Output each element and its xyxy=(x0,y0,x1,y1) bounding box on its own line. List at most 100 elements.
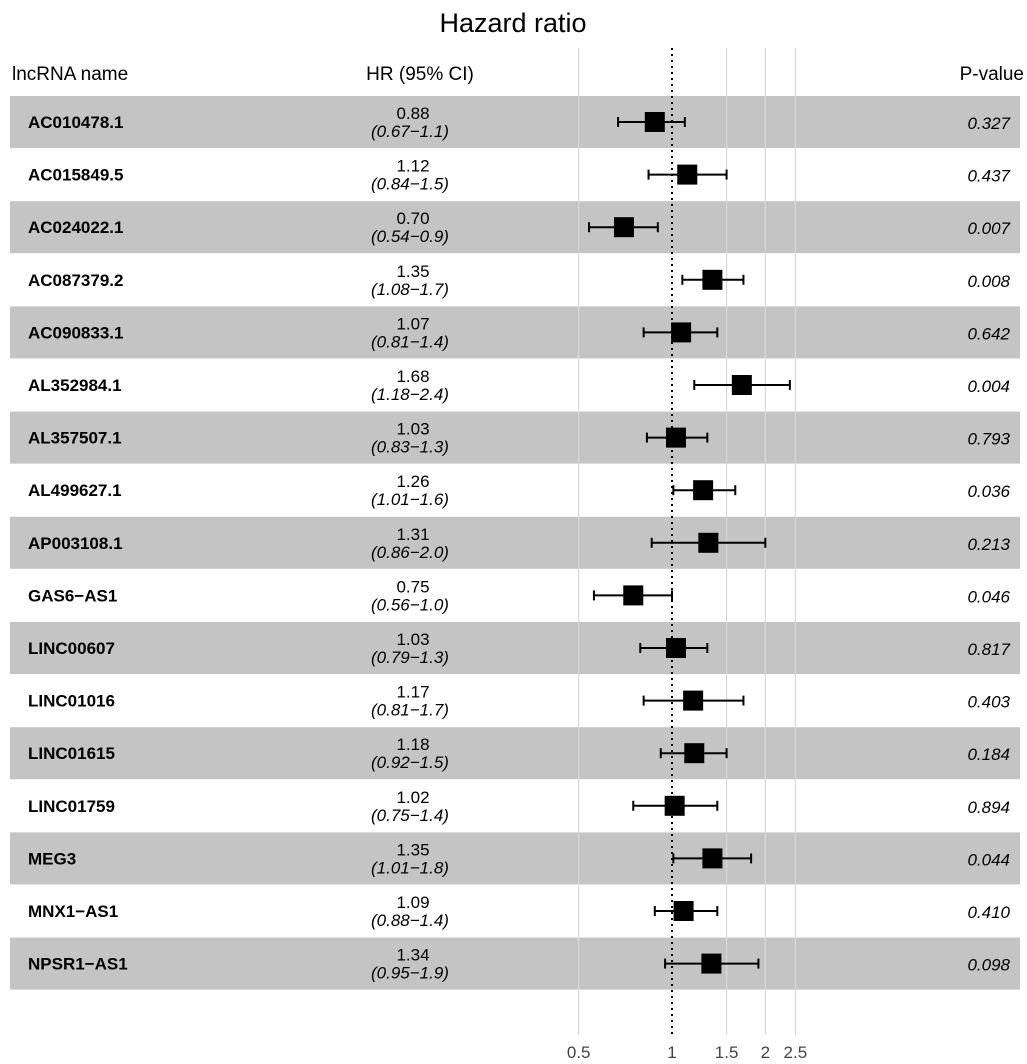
lncrna-name: AP003108.1 xyxy=(28,534,123,553)
lncrna-name: LINC01759 xyxy=(28,797,115,816)
p-value: 0.894 xyxy=(967,798,1010,817)
p-value: 0.410 xyxy=(967,903,1010,922)
ci-value: (0.54−0.9) xyxy=(371,227,449,246)
ci-value: (0.79−1.3) xyxy=(371,648,449,667)
lncrna-name: AC024022.1 xyxy=(28,218,123,237)
column-header-p-value: P-value xyxy=(960,64,1024,85)
lncrna-name: AL352984.1 xyxy=(28,376,122,395)
hr-value: 1.35 xyxy=(396,840,429,859)
ci-value: (0.83−1.3) xyxy=(371,438,449,457)
row-stripe xyxy=(10,411,1020,464)
lncrna-name: AL499627.1 xyxy=(28,481,122,500)
row-stripe xyxy=(10,201,1020,254)
hr-marker xyxy=(702,269,723,290)
x-axis-ticks: 0.5 1 1.5 2 2.5 xyxy=(567,1043,807,1062)
p-value: 0.213 xyxy=(967,535,1010,554)
hr-value: 1.35 xyxy=(396,262,429,281)
hr-value: 0.70 xyxy=(396,209,429,228)
p-value: 0.098 xyxy=(967,956,1010,975)
x-tick-label: 2.5 xyxy=(784,1043,808,1062)
hr-marker xyxy=(698,532,719,553)
p-value: 0.793 xyxy=(967,430,1010,449)
ci-value: (0.92−1.5) xyxy=(371,753,449,772)
hr-marker xyxy=(613,217,634,238)
row-stripe xyxy=(10,832,1020,885)
lncrna-name: AC015849.5 xyxy=(28,166,123,185)
lncrna-name: AC010478.1 xyxy=(28,113,123,132)
p-value: 0.817 xyxy=(967,640,1010,659)
p-value: 0.327 xyxy=(967,114,1010,133)
hr-value: 0.75 xyxy=(396,577,429,596)
ci-value: (1.01−1.8) xyxy=(371,858,449,877)
hr-value: 1.02 xyxy=(396,788,429,807)
ci-value: (0.81−1.7) xyxy=(371,701,449,720)
p-value: 0.004 xyxy=(967,377,1010,396)
hr-value: 1.31 xyxy=(396,525,429,544)
hr-value: 1.03 xyxy=(396,630,429,649)
hr-value: 1.07 xyxy=(396,314,429,333)
ci-value: (0.81−1.4) xyxy=(371,332,449,351)
x-tick-label: 2 xyxy=(761,1043,770,1062)
hr-marker xyxy=(673,901,694,921)
hr-value: 1.18 xyxy=(396,735,429,754)
lncrna-name: NPSR1−AS1 xyxy=(28,955,128,974)
hr-marker xyxy=(623,585,644,606)
x-tick-label: 1 xyxy=(667,1043,676,1062)
ci-value: (0.88−1.4) xyxy=(371,911,449,930)
hr-marker xyxy=(702,848,723,869)
hr-marker xyxy=(644,112,665,132)
ci-value: (0.84−1.5) xyxy=(371,175,449,194)
plot-rows: AC010478.1 0.88(0.67−1.1) 0.327 AC015849.5 1… xyxy=(28,104,1011,983)
lncrna-name: LINC00607 xyxy=(28,639,115,658)
lncrna-name: AL357507.1 xyxy=(28,429,122,448)
hr-marker xyxy=(684,743,705,764)
hr-marker xyxy=(701,953,722,974)
hr-marker xyxy=(665,427,686,448)
ci-value: (0.95−1.9) xyxy=(371,964,449,983)
hr-value: 0.88 xyxy=(396,104,429,123)
p-value: 0.642 xyxy=(967,324,1010,343)
ci-value: (0.86−2.0) xyxy=(371,543,449,562)
hr-value: 1.34 xyxy=(396,946,429,965)
ci-value: (0.75−1.4) xyxy=(371,806,449,825)
p-value: 0.044 xyxy=(967,850,1010,869)
row-stripe xyxy=(10,937,1020,990)
lncrna-name: AC090833.1 xyxy=(28,323,123,342)
lncrna-name: AC087379.2 xyxy=(28,271,123,290)
x-tick-label: 1.5 xyxy=(715,1043,739,1062)
row-stripe xyxy=(10,306,1020,359)
p-value: 0.007 xyxy=(967,219,1010,238)
ci-value: (1.01−1.6) xyxy=(371,490,449,509)
ci-value: (1.18−2.4) xyxy=(371,385,449,404)
p-value: 0.046 xyxy=(967,587,1010,606)
p-value: 0.008 xyxy=(967,272,1010,291)
lncrna-name: LINC01016 xyxy=(28,692,115,711)
hr-marker xyxy=(671,322,692,343)
lncrna-name: LINC01615 xyxy=(28,744,115,763)
hr-value: 1.12 xyxy=(396,157,429,176)
column-header-hr: HR (95% CI) xyxy=(366,64,474,85)
row-stripes xyxy=(10,96,1020,990)
p-value: 0.403 xyxy=(967,693,1010,712)
row-stripe xyxy=(10,622,1020,674)
hr-marker xyxy=(731,375,752,395)
hr-marker xyxy=(664,795,685,816)
hr-marker xyxy=(683,690,704,711)
p-value: 0.184 xyxy=(967,745,1010,764)
ci-value: (1.08−1.7) xyxy=(371,280,449,299)
p-value: 0.437 xyxy=(967,167,1010,186)
hr-value: 1.09 xyxy=(396,893,429,912)
hr-marker xyxy=(665,638,686,658)
chart-title: Hazard ratio xyxy=(439,8,586,38)
ci-value: (0.67−1.1) xyxy=(371,122,449,141)
x-tick-label: 0.5 xyxy=(567,1043,591,1062)
hr-marker xyxy=(693,480,714,501)
hr-marker xyxy=(677,164,698,185)
ci-value: (0.56−1.0) xyxy=(371,595,449,614)
p-value: 0.036 xyxy=(967,482,1010,501)
lncrna-name: GAS6−AS1 xyxy=(28,586,117,605)
row-stripe xyxy=(10,516,1020,569)
hr-value: 1.17 xyxy=(396,683,429,702)
column-header-name: lncRNA name xyxy=(12,64,128,85)
